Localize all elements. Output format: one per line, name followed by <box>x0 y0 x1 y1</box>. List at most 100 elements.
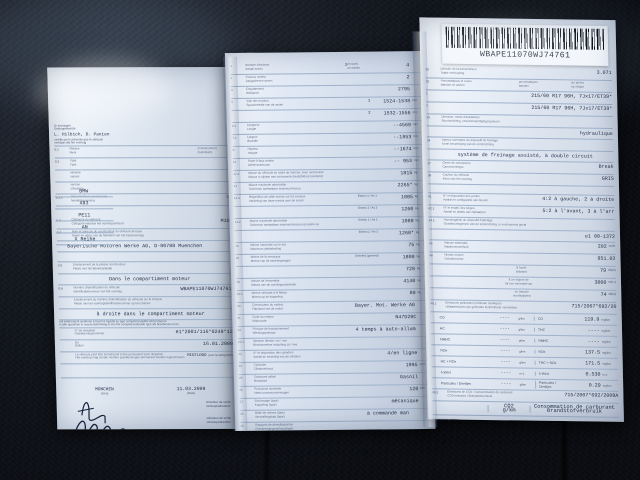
field-label: Homologation du dispositif d'attelage Go… <box>444 218 615 228</box>
label-nl: Massa van de aanhangwagen <box>250 257 291 263</box>
field-label: N° et disposition des cylindres Aantal en… <box>253 350 381 358</box>
field-label: N° de réception Goedkeuringsnummer <box>75 328 174 336</box>
label-nl: Massa op de koppeling <box>251 293 283 299</box>
emission-value-right: 119.9 <box>584 316 600 323</box>
field-value: 2265* <box>397 182 413 189</box>
emission-value-left: ---- <box>500 371 511 376</box>
field-label: Pneumatiques et roues Banden en wielen <box>441 79 519 88</box>
label-nl: Datum <box>74 343 84 348</box>
label-nl: Netto-maximumvermogen <box>254 389 289 395</box>
field-label: Longueur Lengte <box>247 123 375 131</box>
emission-name-left: HC + NOx <box>440 359 457 364</box>
field-towing-label: 44.1 Homologation du dispositif d'attela… <box>428 217 615 232</box>
field-label <box>251 266 379 267</box>
field-label: Le véhicule peut être immatriculé à titr… <box>75 352 185 360</box>
field-plate-location-label: 0.5 Emplacement de la plaque constructeu… <box>57 262 232 275</box>
field-value: 1800 <box>402 254 415 261</box>
label-nl: Motorcode <box>252 318 267 323</box>
emission-name-right: Particules / Deeltjes <box>535 380 564 390</box>
version-value: AN <box>55 221 114 234</box>
seats-value: 5:2 à l'avant, 3 à l'arr <box>542 207 615 215</box>
field-number: 32 <box>426 79 441 84</box>
max-speed-unit: km/h <box>608 243 616 248</box>
noise-ref-value: 951.02 <box>597 255 616 262</box>
emission-name-left: NOx <box>440 348 448 353</box>
field-value: 1532-1556 <box>383 110 411 117</box>
label-nl <box>247 111 367 112</box>
label-nl: Overbrengingsverhoudingen <box>255 425 294 431</box>
label-fr <box>250 231 344 232</box>
label-nl: Technisch toelaatbare maximummassa <box>248 185 301 191</box>
label-nl: Werkingsprincipe <box>252 330 276 335</box>
label-nl: Cilinderinhoud <box>253 366 273 371</box>
field-label: Embrayage (type) Koppeling (type) <box>255 398 383 407</box>
emission-name-left: λ-Wert <box>440 370 451 375</box>
label-nl: Aantal en configuratie van deuren <box>443 197 489 202</box>
label-nl: Breedte <box>247 138 258 143</box>
emission-name-right: λ-Wert <box>534 371 563 377</box>
field-label: Constructeur du moteur Fabrikant van de m… <box>252 302 352 311</box>
noise-rpm-value: 3000 <box>594 279 607 286</box>
emission-value-left: ---- <box>499 316 510 321</box>
handwritten-signature-2 <box>73 420 127 430</box>
field-value: 80 <box>409 290 416 297</box>
label-nl: Maximum dakbelasting <box>250 246 282 251</box>
field-value: Bayer. Mot. Werke AG <box>354 302 416 309</box>
emission-value-left: ---- <box>499 327 510 332</box>
role-title-1: Directeur de vente Verkoopsdirecteur <box>206 400 231 408</box>
field-value: --1853 <box>393 134 412 141</box>
co2-header-col1: CO2 g/km <box>487 403 531 413</box>
sublabel-nl: (Fabrikant) <box>197 149 213 154</box>
field-label: Vitesse maximale Maximumsnelheid <box>444 241 596 251</box>
emission-unit-right: mg/km <box>602 383 612 388</box>
co2-cycle-label: en parcours urbainsstadscyclus <box>432 417 460 422</box>
label-fr <box>249 207 343 208</box>
emission-value-right: 171.5 <box>585 360 601 367</box>
field-vin-location-label: Emplacement du numéro d'identification d… <box>58 297 233 310</box>
role-nl: Verkoopsdirecteur <box>206 419 231 424</box>
field-label: Masse de la remorque Massa van de aanhang… <box>251 255 345 263</box>
emission-unit-left: g/km <box>518 316 525 321</box>
field-label: N° et disposition des portes Aantal en c… <box>443 194 521 203</box>
label-nl: Aantal assen <box>245 66 263 71</box>
field-vin: 0.6 Numéro d'identification du véhicule … <box>58 285 232 298</box>
field-label: Rapports de démultiplication Overbrenging… <box>255 422 383 430</box>
field-value: 1005 <box>400 194 414 201</box>
field-label: Puissance nominale Netto-maximumvermogen <box>254 386 382 394</box>
field-label: Boîte de vitesse (type) Versnellingsbak (… <box>255 410 355 419</box>
document-page-1: Je soussigné Ondergetekende L. Hilbich, … <box>47 67 241 430</box>
field-label <box>250 231 344 232</box>
field-label: Masse maximale admissible Technisch toela… <box>250 218 344 227</box>
label-nl: banden <box>518 83 530 88</box>
label-nl: bij een toerental van <box>505 280 533 286</box>
field-label <box>249 207 343 208</box>
noise-static-unit: dB(A) <box>608 267 616 272</box>
field-label: Émissions de CO2 / Consommation de carbu… <box>447 389 562 399</box>
field-co2-reference: 46.2 Émissions de CO2 / Consommation de … <box>432 389 619 404</box>
label-nl <box>249 207 343 208</box>
label-fr <box>251 266 379 267</box>
label-nl: Het voertuig mag zonder verdere goedkeur… <box>75 355 185 360</box>
emission-name-right: NMHC <box>534 338 563 344</box>
label-nl: variant <box>70 174 80 179</box>
emission-name-right: THC + NOx <box>534 360 563 366</box>
emission-name-left: NMHC <box>440 337 451 342</box>
axle-number: 1 <box>426 91 441 96</box>
body-type-value: Break <box>598 163 614 170</box>
label-nl: Plaats van het fabrieksplaatje <box>72 265 113 271</box>
field-value: --1674 <box>393 146 412 153</box>
label-nl: Massa van de voertuigcombinatie <box>251 281 297 287</box>
tyre-column-header: pneumatiques banden <box>518 80 571 89</box>
emission-value-left: ---- <box>500 382 512 387</box>
noise-rpm-unit: min-1 <box>608 279 617 284</box>
emission-unit-left: m-1 <box>519 371 525 376</box>
type-value: X83 <box>54 197 114 210</box>
field-label: Numéro d'identification du véhicule Iden… <box>73 285 178 293</box>
field-value: -- 953 <box>393 158 413 165</box>
make-value: BMW <box>54 185 113 198</box>
emission-value-left: ---- <box>500 338 511 343</box>
field-label: Direction, mode d'assistance Stuurinrich… <box>441 115 612 125</box>
field-value: 1815 <box>400 170 413 177</box>
field-value: 2 <box>406 74 410 81</box>
